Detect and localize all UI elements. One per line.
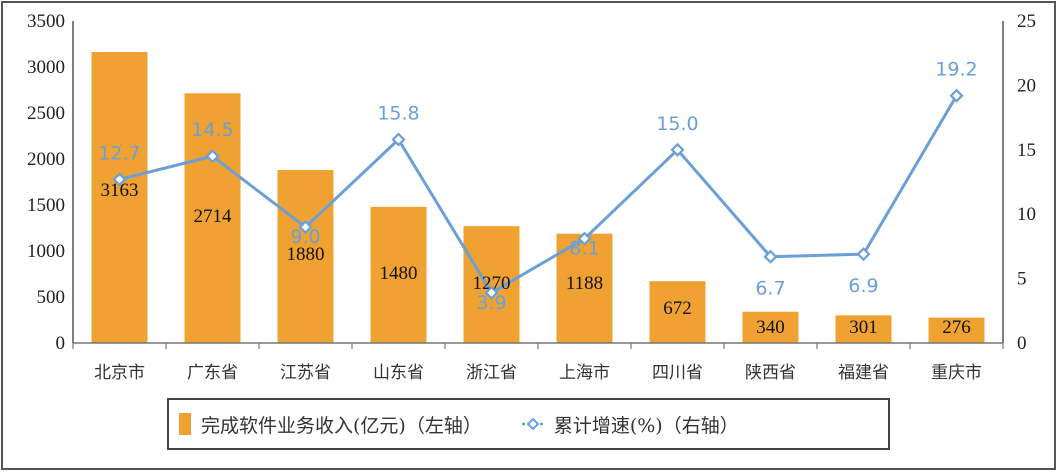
bar-3 (370, 206, 427, 343)
line-point-marker (949, 88, 964, 103)
bar-9 (928, 317, 985, 343)
category-label: 山东省 (373, 363, 424, 383)
category-label: 四川省 (652, 363, 703, 383)
line-point-marker (205, 149, 220, 164)
bar-value-label: 1880 (287, 244, 325, 265)
line-value-label: 12.7 (98, 142, 140, 164)
right-axis-tick: 0 (1017, 333, 1027, 354)
bar-value-label: 3163 (101, 180, 139, 201)
bar-swatch-icon (179, 413, 191, 435)
bar-value-label: 276 (942, 317, 971, 338)
bar-2 (277, 170, 334, 343)
left-axis-tick: 2000 (27, 149, 65, 170)
category-label: 江苏省 (280, 363, 331, 383)
line-value-label: 9.0 (290, 226, 320, 248)
legend-label-revenue: 完成软件业务收入(亿元)（左轴） (201, 414, 482, 437)
line-value-label: 8.1 (569, 238, 599, 260)
legend-label-growth: 累计增速(%)（右轴） (553, 414, 739, 437)
category-label: 上海市 (559, 363, 610, 383)
bar-value-label: 1188 (566, 273, 603, 294)
line-point-marker (670, 142, 685, 157)
line-point-marker (391, 132, 406, 147)
bar-value-label: 301 (849, 317, 878, 338)
line-point-marker (484, 285, 499, 300)
line-point-marker (856, 247, 871, 262)
bar-value-label: 672 (663, 298, 692, 319)
bar-value-label: 2714 (194, 206, 233, 227)
bar-value-label: 340 (756, 317, 785, 338)
line-point-marker (577, 231, 592, 246)
line-value-label: 15.8 (377, 102, 419, 124)
bar-value-label: 1480 (380, 263, 418, 284)
line-value-label: 15.0 (656, 113, 698, 135)
bar-0 (91, 52, 148, 344)
category-label: 重庆市 (931, 363, 982, 383)
legend-item-revenue: 完成软件业务收入(亿元)（左轴） (169, 411, 482, 438)
right-axis-tick: 5 (1017, 269, 1027, 290)
bar-4 (463, 226, 520, 343)
left-axis-tick: 1000 (27, 241, 65, 262)
line-point-marker (763, 249, 778, 264)
left-axis-tick: 3000 (27, 57, 65, 78)
line-point-marker (298, 220, 313, 235)
bar-8 (835, 315, 892, 343)
chart-legend: 完成软件业务收入(亿元)（左轴） 累计增速(%)（右轴） (167, 398, 890, 450)
line-value-label: 6.7 (755, 278, 785, 300)
right-axis-tick: 20 (1017, 75, 1036, 96)
left-axis-tick: 500 (37, 287, 66, 308)
left-axis-tick: 2500 (27, 103, 65, 124)
line-value-label: 14.5 (191, 119, 233, 141)
category-label: 浙江省 (466, 363, 517, 383)
line-value-label: 6.9 (848, 275, 878, 297)
legend-item-growth: 累计增速(%)（右轴） (482, 411, 739, 438)
bar-7 (742, 311, 799, 343)
category-label: 北京市 (94, 363, 145, 383)
left-axis-tick: 3500 (27, 11, 65, 32)
category-label: 福建省 (838, 363, 889, 383)
left-axis-tick: 1500 (27, 195, 65, 216)
bar-6 (649, 281, 706, 343)
line-value-label: 3.9 (476, 292, 506, 314)
line-marker-icon (521, 417, 544, 431)
left-axis-tick: 0 (56, 333, 66, 354)
right-axis-tick: 10 (1017, 204, 1036, 225)
right-axis-tick: 15 (1017, 140, 1036, 161)
category-label: 广东省 (187, 363, 238, 383)
category-label: 陕西省 (745, 363, 796, 383)
bar-1 (184, 93, 241, 343)
line-value-label: 19.2 (935, 59, 977, 81)
bar-value-label: 1270 (473, 273, 511, 294)
bar-5 (556, 233, 613, 343)
line-point-marker (112, 172, 127, 187)
right-axis-tick: 25 (1017, 11, 1036, 32)
